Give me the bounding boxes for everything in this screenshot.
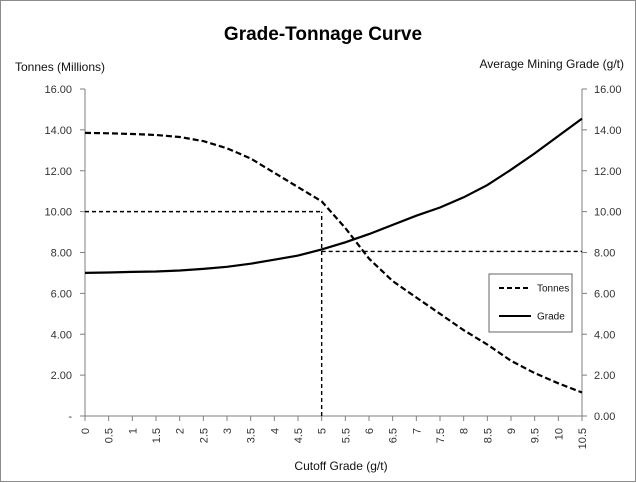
x-tick-label: 8.5 bbox=[482, 428, 494, 443]
y-tick-label: 6.00 bbox=[51, 288, 72, 300]
x-tick-label: 9 bbox=[506, 428, 518, 434]
y-tick-label: 16.00 bbox=[44, 84, 72, 96]
x-tick-label: 5.5 bbox=[340, 428, 352, 443]
x-tick-label: 0 bbox=[80, 428, 92, 434]
x-tick-label: 4.5 bbox=[293, 428, 305, 443]
plot-area: -0.002.00 2.004.00 4.006.00 6.008.00 8.0010.… bbox=[44, 84, 621, 449]
y2-tick-label: 14.00 bbox=[594, 125, 622, 137]
x-tick-label: 7 bbox=[411, 428, 423, 434]
tonnes-series-line bbox=[84, 131, 583, 394]
y-tick-label: 8.00 bbox=[51, 248, 72, 260]
y-axis-title: Tonnes (Millions) bbox=[15, 60, 105, 74]
y-tick-label: - bbox=[68, 411, 72, 423]
y2-tick-label: 6.00 bbox=[594, 288, 615, 300]
y2-tick-label: 16.00 bbox=[594, 84, 622, 96]
chart-title: Grade-Tonnage Curve bbox=[224, 24, 422, 45]
y2-tick-label: 0.00 bbox=[594, 411, 615, 423]
y2-tick-label: 8.00 bbox=[594, 248, 615, 260]
grade-series-line bbox=[84, 117, 583, 274]
y-tick-label: 12.00 bbox=[44, 166, 72, 178]
x-tick-label: 1.5 bbox=[151, 428, 163, 443]
x-tick-label: 2 bbox=[175, 428, 187, 434]
x-tick-label: 6.5 bbox=[388, 428, 400, 443]
x-tick-label: 4 bbox=[269, 428, 281, 434]
y-tick-label: 2.00 bbox=[51, 370, 72, 382]
legend: Tonnes Grade bbox=[488, 273, 573, 333]
y-tick-label: 10.00 bbox=[44, 207, 72, 219]
x-axis-title: Cutoff Grade (g/t) bbox=[294, 459, 387, 473]
x-tick-label: 5 bbox=[317, 428, 329, 434]
x-tick-label: 3 bbox=[222, 428, 234, 434]
x-tick-label: 2.5 bbox=[198, 428, 210, 443]
legend-box bbox=[488, 273, 573, 333]
y2-axis-title: Average Mining Grade (g/t) bbox=[479, 57, 624, 71]
x-tick-label: 1 bbox=[127, 428, 139, 434]
x-tick-label: 10 bbox=[553, 428, 565, 440]
x-tick-label: 3.5 bbox=[246, 428, 258, 443]
y-tick-label: 14.00 bbox=[44, 125, 72, 137]
x-tick-label: 7.5 bbox=[435, 428, 447, 443]
x-tick-label: 0.5 bbox=[104, 428, 116, 443]
x-tick-label: 6 bbox=[364, 428, 376, 434]
y2-tick-label: 4.00 bbox=[594, 329, 615, 341]
legend-label-grade: Grade bbox=[537, 312, 565, 323]
x-tick-label: 8 bbox=[459, 428, 471, 434]
y2-tick-label: 12.00 bbox=[594, 166, 622, 178]
y2-tick-label: 10.00 bbox=[594, 207, 622, 219]
x-tick-label: 9.5 bbox=[530, 428, 542, 443]
legend-label-tonnes: Tonnes bbox=[537, 284, 569, 295]
x-tick-label: 10.5 bbox=[577, 428, 589, 449]
y2-tick-label: 2.00 bbox=[594, 370, 615, 382]
y-tick-label: 4.00 bbox=[51, 329, 72, 341]
